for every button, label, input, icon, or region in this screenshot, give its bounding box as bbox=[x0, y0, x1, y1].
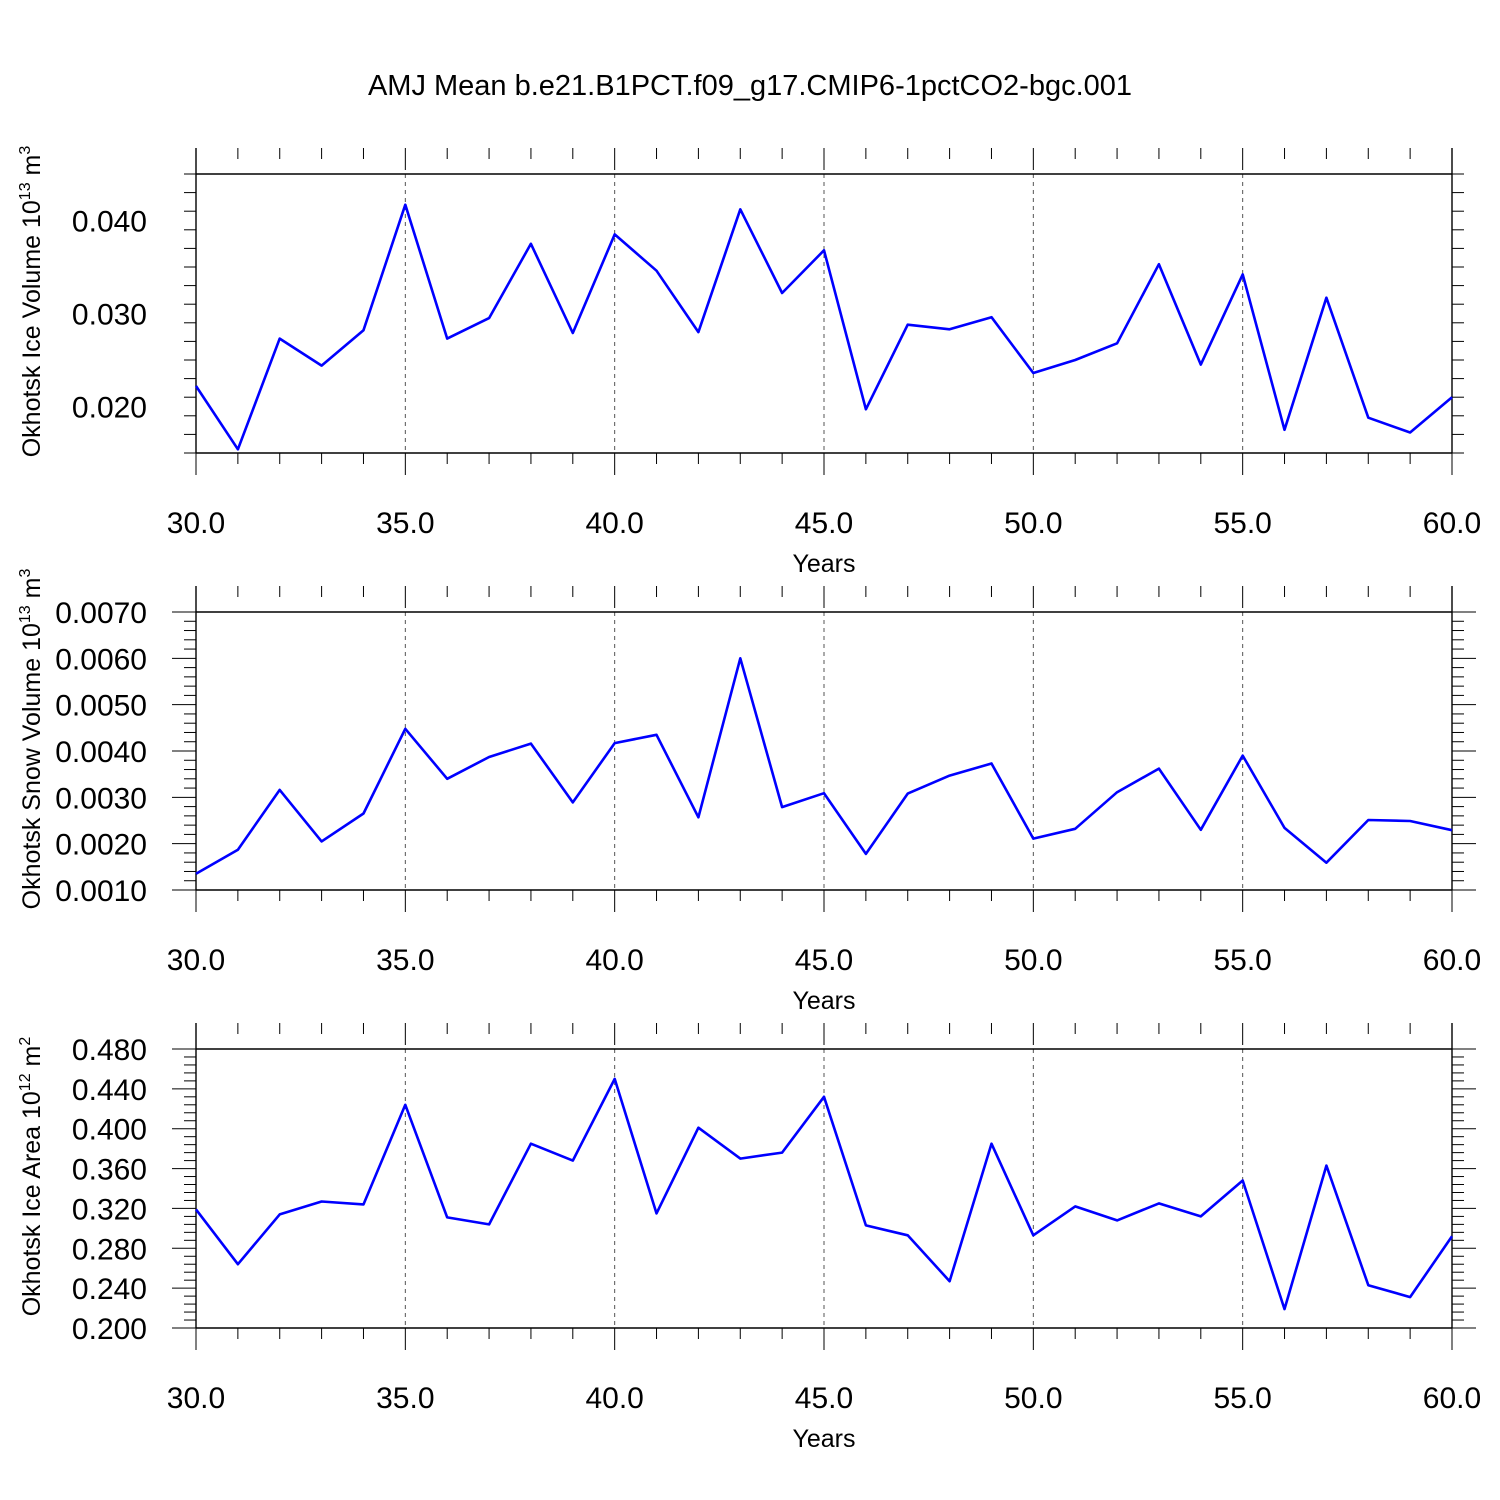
y-tick-label: 0.360 bbox=[72, 1154, 147, 1187]
y-tick-label: 0.0060 bbox=[55, 643, 147, 676]
y-tick-label: 0.0020 bbox=[55, 829, 147, 862]
y-tick-label: 0.400 bbox=[72, 1114, 147, 1147]
x-tick-label: 40.0 bbox=[585, 944, 643, 977]
y-tick-label: 0.440 bbox=[72, 1074, 147, 1107]
x-tick-label: 60.0 bbox=[1423, 944, 1481, 977]
x-tick-label: 30.0 bbox=[167, 1382, 225, 1415]
x-tick-label: 40.0 bbox=[585, 507, 643, 540]
series-line bbox=[194, 203, 1453, 451]
x-axis-label: Years bbox=[792, 1425, 855, 1453]
y-tick-label: 0.200 bbox=[72, 1313, 147, 1346]
x-tick-label: 45.0 bbox=[795, 507, 853, 540]
chart-title: AMJ Mean b.e21.B1PCT.f09_g17.CMIP6-1pctC… bbox=[367, 70, 1133, 102]
y-tick-label: 0.040 bbox=[72, 206, 147, 239]
y-tick-label: 0.0040 bbox=[55, 736, 147, 769]
y-tick-label: 0.0030 bbox=[55, 782, 147, 815]
x-tick-label: 35.0 bbox=[376, 1382, 434, 1415]
x-tick-label: 30.0 bbox=[167, 944, 225, 977]
x-tick-label: 45.0 bbox=[795, 1382, 853, 1415]
x-tick-label: 35.0 bbox=[376, 507, 434, 540]
ice-volume-panel: 30.0 35.0 40.0 45.0 50.0 55.0 60.0 Years 0.020 0.… bbox=[17, 146, 1481, 578]
y-axis-label: Okhotsk Snow Volume 1013 m3 bbox=[17, 569, 46, 910]
y-tick-label: 0.480 bbox=[72, 1034, 147, 1067]
x-tick-label: 50.0 bbox=[1004, 944, 1062, 977]
y-tick-label: 0.0070 bbox=[55, 597, 147, 630]
y-axis-label: Okhotsk Ice Volume 1013 m3 bbox=[17, 146, 46, 458]
x-tick-label: 55.0 bbox=[1213, 944, 1271, 977]
y-tick-label: 0.240 bbox=[72, 1273, 147, 1306]
y-tick-label: 0.280 bbox=[72, 1233, 147, 1266]
y-tick-label: 0.0050 bbox=[55, 690, 147, 723]
y-tick-label: 0.320 bbox=[72, 1193, 147, 1226]
series-line bbox=[195, 656, 1453, 875]
x-tick-label: 60.0 bbox=[1423, 507, 1481, 540]
x-axis-label: Years bbox=[792, 550, 855, 578]
y-tick-label: 0.030 bbox=[72, 299, 147, 332]
x-tick-label: 50.0 bbox=[1004, 1382, 1062, 1415]
x-tick-label: 40.0 bbox=[585, 1382, 643, 1415]
x-tick-label: 60.0 bbox=[1423, 1382, 1481, 1415]
x-tick-label: 55.0 bbox=[1213, 1382, 1271, 1415]
x-tick-label: 30.0 bbox=[167, 507, 225, 540]
x-tick-label: 35.0 bbox=[376, 944, 434, 977]
x-tick-label: 50.0 bbox=[1004, 507, 1062, 540]
y-axis-label: Okhotsk Ice Area 1012 m2 bbox=[17, 1037, 46, 1317]
y-tick-label: 0.020 bbox=[72, 392, 147, 425]
x-tick-label: 45.0 bbox=[795, 944, 853, 977]
series-line bbox=[194, 1077, 1454, 1311]
x-tick-label: 55.0 bbox=[1213, 507, 1271, 540]
snow-volume-panel: 30.0 35.0 40.0 45.0 50.0 55.0 60.0 Years 0.0010 0… bbox=[17, 569, 1481, 1015]
x-axis-label: Years bbox=[792, 987, 855, 1015]
ice-area-panel: 30.0 35.0 40.0 45.0 50.0 55.0 60.0 Years 0.200 0.… bbox=[17, 1023, 1481, 1453]
y-tick-label: 0.0010 bbox=[55, 875, 147, 908]
